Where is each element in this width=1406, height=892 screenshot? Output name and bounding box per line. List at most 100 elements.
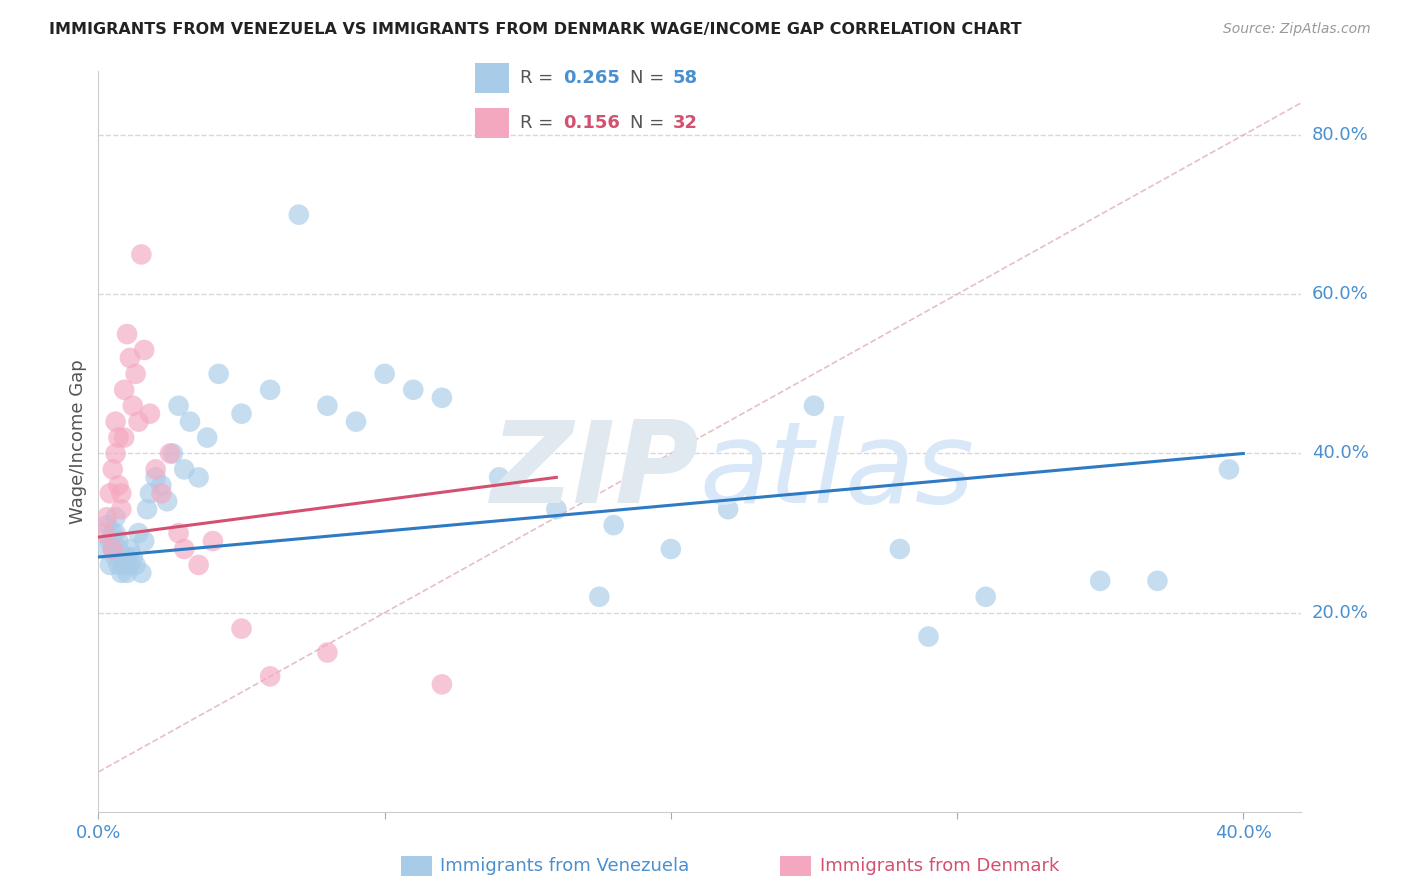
Point: [546, 502, 568, 516]
Text: Source: ZipAtlas.com: Source: ZipAtlas.com: [1223, 22, 1371, 37]
Point: [136, 502, 159, 516]
Point: [118, 558, 141, 572]
Point: [374, 367, 396, 381]
Point: [107, 534, 129, 549]
Point: [101, 462, 124, 476]
Point: [208, 367, 231, 381]
Point: [107, 478, 129, 492]
Text: R =: R =: [520, 69, 560, 87]
Point: [124, 558, 146, 572]
Point: [187, 470, 209, 484]
Point: [162, 446, 184, 460]
Point: [96, 518, 118, 533]
Point: [107, 541, 129, 556]
Point: [115, 566, 138, 580]
Point: [124, 367, 146, 381]
Point: [96, 510, 118, 524]
Point: [1218, 462, 1240, 476]
Point: [118, 351, 141, 365]
Point: [231, 407, 253, 421]
Point: [659, 541, 682, 556]
Point: [167, 399, 190, 413]
Point: [107, 431, 129, 445]
Point: [195, 431, 218, 445]
Text: R =: R =: [520, 114, 560, 132]
Point: [118, 541, 141, 556]
Point: [588, 590, 610, 604]
Point: [402, 383, 425, 397]
Point: [128, 526, 150, 541]
Point: [112, 431, 135, 445]
Point: [104, 510, 127, 524]
Point: [287, 208, 309, 222]
Point: [139, 486, 162, 500]
Point: [167, 526, 190, 541]
Point: [173, 541, 195, 556]
Text: 0.265: 0.265: [562, 69, 620, 87]
Text: 80.0%: 80.0%: [1312, 126, 1368, 144]
Point: [173, 462, 195, 476]
Point: [131, 247, 153, 261]
Point: [110, 566, 132, 580]
Point: [159, 446, 181, 460]
Point: [104, 526, 127, 541]
Point: [917, 630, 939, 644]
Text: 60.0%: 60.0%: [1312, 285, 1368, 303]
Text: Immigrants from Venezuela: Immigrants from Venezuela: [440, 857, 689, 875]
Text: IMMIGRANTS FROM VENEZUELA VS IMMIGRANTS FROM DENMARK WAGE/INCOME GAP CORRELATION: IMMIGRANTS FROM VENEZUELA VS IMMIGRANTS …: [49, 22, 1022, 37]
Text: ZIP: ZIP: [491, 416, 699, 526]
Bar: [475, 108, 509, 138]
Point: [110, 549, 132, 564]
Text: N =: N =: [630, 114, 669, 132]
Point: [107, 558, 129, 572]
Point: [231, 622, 253, 636]
Point: [602, 518, 624, 533]
Point: [134, 534, 156, 549]
Point: [115, 549, 138, 564]
Point: [179, 415, 201, 429]
Point: [131, 566, 153, 580]
Text: 0.156: 0.156: [562, 114, 620, 132]
Point: [101, 541, 124, 556]
Point: [128, 415, 150, 429]
Point: [974, 590, 997, 604]
Point: [110, 486, 132, 500]
Point: [121, 399, 143, 413]
Point: [93, 541, 115, 556]
Text: Immigrants from Denmark: Immigrants from Denmark: [820, 857, 1059, 875]
Point: [145, 470, 167, 484]
Point: [101, 526, 124, 541]
Text: 32: 32: [672, 114, 697, 132]
Point: [803, 399, 825, 413]
Point: [139, 407, 162, 421]
Point: [259, 383, 281, 397]
Point: [150, 478, 173, 492]
Point: [121, 549, 143, 564]
Point: [316, 399, 339, 413]
Point: [187, 558, 209, 572]
Point: [112, 383, 135, 397]
Point: [156, 494, 179, 508]
Point: [889, 541, 911, 556]
Point: [104, 415, 127, 429]
Text: N =: N =: [630, 69, 669, 87]
Point: [201, 534, 224, 549]
Point: [101, 541, 124, 556]
Point: [344, 415, 367, 429]
Point: [430, 677, 453, 691]
Point: [145, 462, 167, 476]
Y-axis label: Wage/Income Gap: Wage/Income Gap: [69, 359, 87, 524]
Point: [1146, 574, 1168, 588]
Text: 58: 58: [672, 69, 697, 87]
Point: [112, 549, 135, 564]
Point: [98, 534, 121, 549]
Point: [134, 343, 156, 357]
Point: [150, 486, 173, 500]
Point: [104, 446, 127, 460]
Point: [93, 526, 115, 541]
Point: [259, 669, 281, 683]
Point: [115, 327, 138, 342]
Point: [110, 502, 132, 516]
Point: [488, 470, 510, 484]
Text: 40.0%: 40.0%: [1312, 444, 1368, 462]
